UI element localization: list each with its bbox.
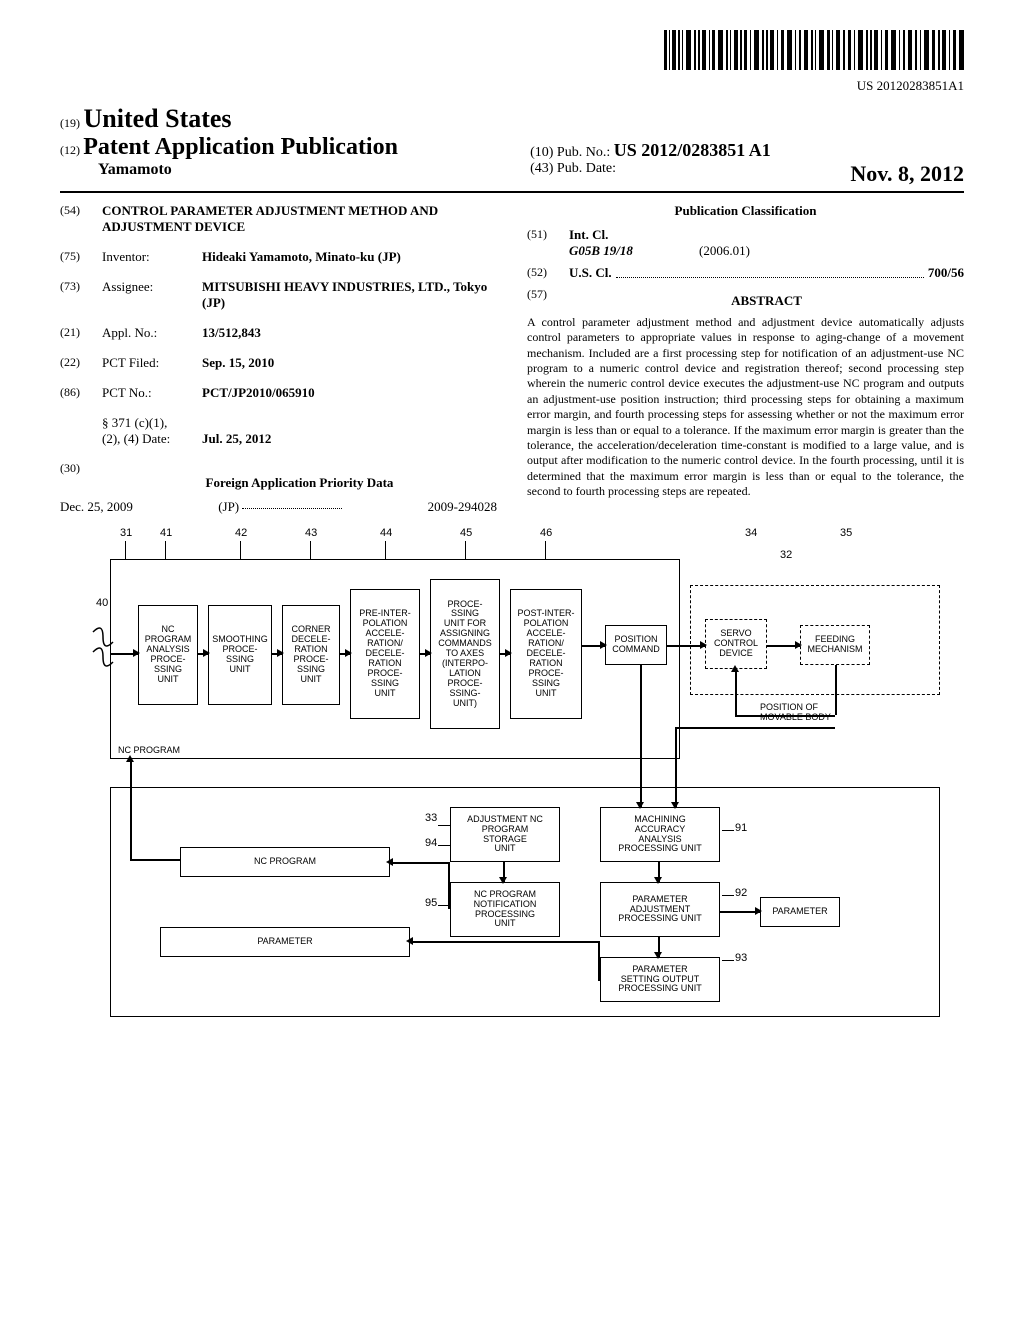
- label-45: 45: [460, 527, 472, 539]
- country-name: United States: [84, 104, 232, 133]
- priority-date: Dec. 25, 2009: [60, 499, 133, 515]
- label-35: 35: [840, 527, 852, 539]
- label-95: 95: [425, 897, 437, 909]
- box-feed-mechanism: FEEDING MECHANISM: [800, 625, 870, 665]
- foreign-priority-header: Foreign Application Priority Data: [102, 475, 497, 491]
- label-32: 32: [780, 549, 792, 561]
- barcode-number: US 20120283851A1: [60, 78, 964, 94]
- code-73: (73): [60, 279, 102, 311]
- intcl-label: Int. Cl.: [569, 227, 608, 242]
- box-parameter-right: PARAMETER: [760, 897, 840, 927]
- label-44: 44: [380, 527, 392, 539]
- code-51: (51): [527, 227, 569, 243]
- code-blank: [60, 415, 102, 447]
- box-41: NC PROGRAM ANALYSIS PROCE- SSING UNIT: [138, 605, 198, 705]
- invention-title: CONTROL PARAMETER ADJUSTMENT METHOD AND …: [102, 203, 497, 235]
- box-46: POST-INTER- POLATION ACCELE- RATION/ DEC…: [510, 589, 582, 719]
- code-43: (43): [530, 161, 553, 176]
- assignee-value: MITSUBISHI HEAVY INDUSTRIES, LTD., Tokyo…: [202, 279, 497, 311]
- pctfiled-value: Sep. 15, 2010: [202, 355, 274, 371]
- box-93: PARAMETER SETTING OUTPUT PROCESSING UNIT: [600, 957, 720, 1002]
- label-41: 41: [160, 527, 172, 539]
- priority-number: 2009-294028: [428, 499, 497, 515]
- box-91: MACHINING ACCURACY ANALYSIS PROCESSING U…: [600, 807, 720, 862]
- intcl-year: (2006.01): [699, 243, 750, 259]
- pub-no: US 2012/0283851 A1: [614, 140, 771, 160]
- pctno-label: PCT No.:: [102, 385, 202, 401]
- uscl-label: U.S. Cl.: [569, 265, 612, 280]
- box-95: NC PROGRAM NOTIFICATION PROCESSING UNIT: [450, 882, 560, 937]
- pub-date-label: Pub. Date:: [557, 161, 616, 176]
- nc-program-caption: NC PROGRAM: [118, 745, 180, 755]
- label-42: 42: [235, 527, 247, 539]
- dotted-leader: [616, 265, 924, 278]
- code-21: (21): [60, 325, 102, 341]
- uscl-value: 700/56: [928, 265, 964, 280]
- author-name: Yamamoto: [98, 161, 172, 178]
- barcode: [664, 30, 964, 70]
- label-91: 91: [735, 822, 747, 834]
- code-54: (54): [60, 203, 102, 235]
- code-10: (10): [530, 145, 553, 160]
- code-19: (19): [60, 116, 80, 130]
- block-diagram: 31 41 42 43 44 45 46 32 34 35 40 NC PROG…: [60, 527, 964, 1047]
- label-31: 31: [120, 527, 132, 539]
- box-44: PRE-INTER- POLATION ACCELE- RATION/ DECE…: [350, 589, 420, 719]
- box-43: CORNER DECELE- RATION PROCE- SSING UNIT: [282, 605, 340, 705]
- classification-header: Publication Classification: [527, 203, 964, 219]
- barcode-area: [60, 30, 964, 74]
- box-servo: SERVO CONTROL DEVICE: [705, 619, 767, 669]
- box-45: PROCE- SSING UNIT FOR ASSIGNING COMMANDS…: [430, 579, 500, 729]
- applno-label: Appl. No.:: [102, 325, 202, 341]
- code-22: (22): [60, 355, 102, 371]
- assignee-label: Assignee:: [102, 279, 202, 311]
- inventor-label: Inventor:: [102, 249, 202, 265]
- label-93: 93: [735, 952, 747, 964]
- box-parameter: PARAMETER: [160, 927, 410, 957]
- code-30: (30): [60, 461, 102, 499]
- input-arrow-icon: [88, 617, 138, 677]
- label-34: 34: [745, 527, 757, 539]
- code-75: (75): [60, 249, 102, 265]
- abstract-body: A control parameter adjustment method an…: [527, 315, 964, 499]
- publication-type: Patent Application Publication: [83, 134, 398, 160]
- box-92: PARAMETER ADJUSTMENT PROCESSING UNIT: [600, 882, 720, 937]
- label-40: 40: [96, 597, 108, 609]
- box-42: SMOOTHING PROCE- SSING UNIT: [208, 605, 272, 705]
- priority-country: (JP): [133, 499, 428, 515]
- s371-value: Jul. 25, 2012: [202, 431, 271, 447]
- inventor-value: Hideaki Yamamoto, Minato-ku (JP): [202, 249, 401, 265]
- box-position-command: POSITION COMMAND: [605, 625, 667, 665]
- label-43: 43: [305, 527, 317, 539]
- intcl-class: G05B 19/18: [569, 243, 699, 259]
- label-94: 94: [425, 837, 437, 849]
- code-57: (57): [527, 287, 569, 315]
- pub-no-label: Pub. No.:: [557, 145, 610, 160]
- pctfiled-label: PCT Filed:: [102, 355, 202, 371]
- abstract-header: ABSTRACT: [569, 293, 964, 309]
- label-92: 92: [735, 887, 747, 899]
- label-33: 33: [425, 812, 437, 824]
- applno-value: 13/512,843: [202, 325, 261, 341]
- position-of-movable-body-label: POSITION OF MOVABLE BODY: [760, 702, 831, 722]
- code-86: (86): [60, 385, 102, 401]
- box-94: ADJUSTMENT NC PROGRAM STORAGE UNIT: [450, 807, 560, 862]
- pctno-value: PCT/JP2010/065910: [202, 385, 315, 401]
- code-12: (12): [60, 143, 80, 157]
- label-46: 46: [540, 527, 552, 539]
- pub-date: Nov. 8, 2012: [850, 161, 964, 187]
- box-nc-program: NC PROGRAM: [180, 847, 390, 877]
- code-52: (52): [527, 265, 569, 281]
- s371-label: § 371 (c)(1), (2), (4) Date:: [102, 415, 202, 447]
